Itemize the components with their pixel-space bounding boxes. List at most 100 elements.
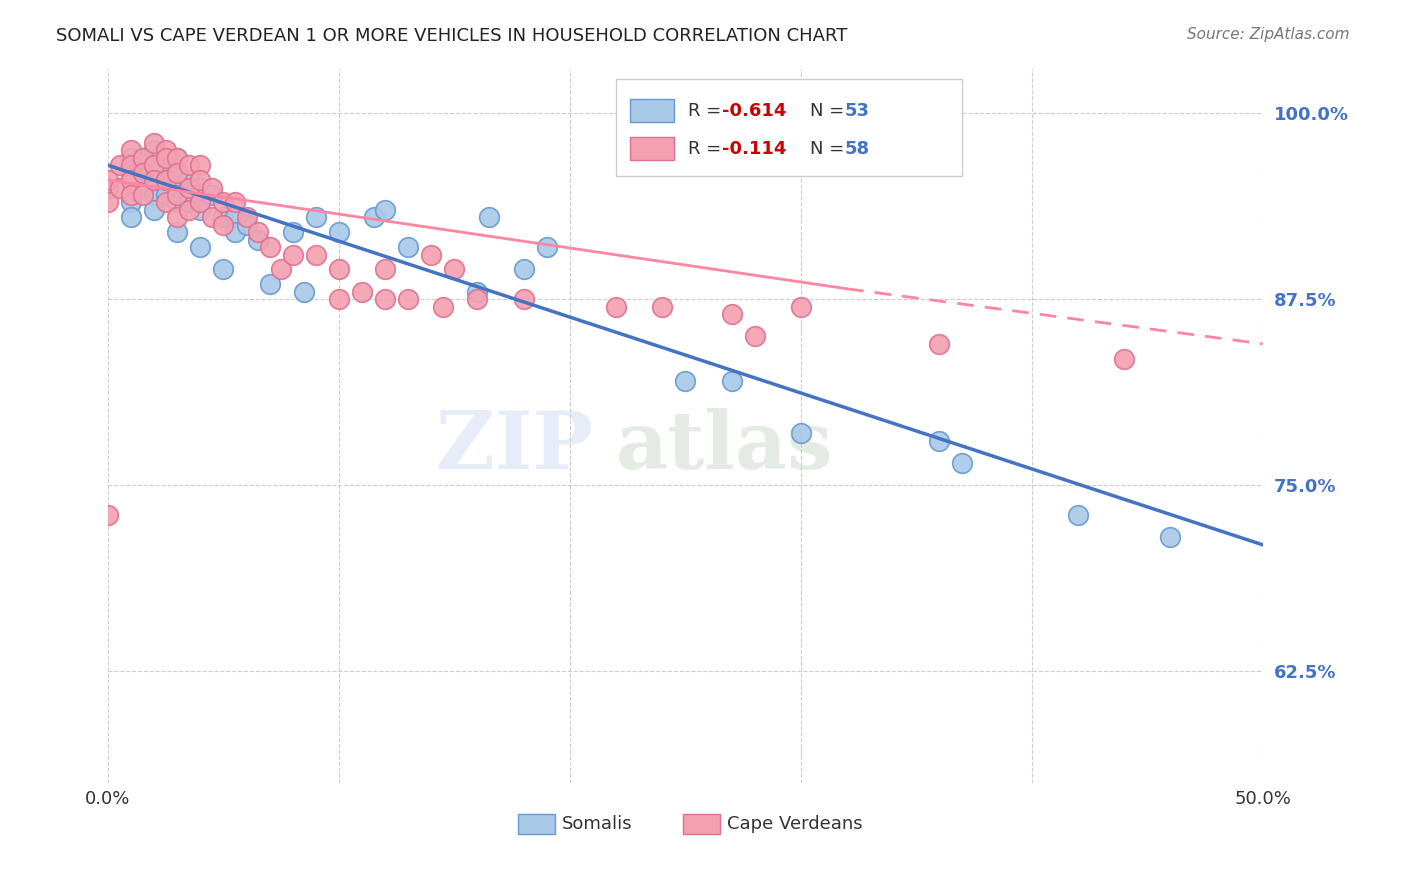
FancyBboxPatch shape: [630, 137, 673, 160]
Point: [166, 195, 188, 210]
Point: [1067, 508, 1090, 522]
Point: [120, 151, 142, 165]
Point: [155, 144, 177, 158]
Point: [155, 173, 177, 187]
Point: [190, 173, 212, 187]
Point: [305, 211, 328, 225]
Point: [166, 180, 188, 194]
Point: [120, 211, 142, 225]
Point: [166, 225, 188, 239]
Point: [155, 173, 177, 187]
Point: [97, 173, 120, 187]
Point: [201, 211, 224, 225]
Point: [177, 173, 200, 187]
FancyBboxPatch shape: [683, 814, 720, 834]
Point: [224, 195, 246, 210]
Point: [177, 195, 200, 210]
Point: [120, 195, 142, 210]
Point: [201, 180, 224, 194]
Point: [143, 158, 166, 172]
Point: [131, 166, 153, 180]
Point: [396, 292, 419, 306]
Point: [131, 151, 153, 165]
Point: [177, 180, 200, 194]
Point: [512, 262, 534, 277]
Text: 53: 53: [845, 102, 870, 120]
Point: [120, 166, 142, 180]
Point: [212, 195, 235, 210]
Point: [190, 202, 212, 217]
Point: [247, 225, 270, 239]
Point: [432, 300, 454, 314]
Point: [790, 426, 813, 441]
Point: [720, 374, 742, 388]
FancyBboxPatch shape: [517, 814, 555, 834]
Point: [328, 225, 350, 239]
Point: [143, 202, 166, 217]
Point: [131, 188, 153, 202]
Point: [363, 211, 385, 225]
Point: [247, 233, 270, 247]
Text: 58: 58: [845, 139, 870, 158]
Point: [177, 202, 200, 217]
Text: N =: N =: [810, 139, 851, 158]
Point: [420, 247, 443, 261]
Point: [374, 292, 396, 306]
Point: [235, 218, 257, 232]
Point: [478, 211, 501, 225]
Point: [212, 262, 235, 277]
FancyBboxPatch shape: [630, 99, 673, 122]
Point: [108, 158, 131, 172]
Point: [720, 307, 742, 321]
Point: [396, 240, 419, 254]
Point: [443, 262, 465, 277]
Point: [143, 144, 166, 158]
Point: [166, 188, 188, 202]
Point: [155, 195, 177, 210]
Point: [928, 337, 950, 351]
Point: [1114, 351, 1136, 366]
Point: [177, 158, 200, 172]
Point: [281, 247, 304, 261]
Point: [190, 180, 212, 194]
Text: atlas: atlas: [616, 409, 834, 486]
Point: [166, 166, 188, 180]
Point: [952, 456, 974, 470]
Point: [108, 180, 131, 194]
Point: [131, 151, 153, 165]
Point: [270, 262, 292, 277]
Point: [224, 211, 246, 225]
Point: [512, 292, 534, 306]
Point: [374, 202, 396, 217]
Point: [97, 180, 120, 194]
Point: [259, 277, 281, 292]
Point: [190, 195, 212, 210]
Point: [131, 180, 153, 194]
Point: [97, 508, 120, 522]
Point: [166, 151, 188, 165]
Text: R =: R =: [688, 102, 727, 120]
Point: [467, 285, 489, 299]
Point: [97, 195, 120, 210]
Point: [212, 218, 235, 232]
Text: -0.114: -0.114: [723, 139, 787, 158]
Text: Somalis: Somalis: [562, 815, 633, 833]
Point: [143, 188, 166, 202]
Point: [744, 329, 766, 343]
Point: [143, 136, 166, 150]
Point: [166, 151, 188, 165]
Point: [259, 240, 281, 254]
Point: [673, 374, 696, 388]
Point: [212, 211, 235, 225]
Text: N =: N =: [810, 102, 851, 120]
Point: [605, 300, 627, 314]
Point: [190, 240, 212, 254]
Text: ZIP: ZIP: [436, 409, 593, 486]
Point: [790, 300, 813, 314]
Point: [155, 188, 177, 202]
Text: Source: ZipAtlas.com: Source: ZipAtlas.com: [1187, 27, 1350, 42]
Point: [201, 188, 224, 202]
Point: [928, 434, 950, 448]
Point: [120, 188, 142, 202]
Point: [155, 166, 177, 180]
